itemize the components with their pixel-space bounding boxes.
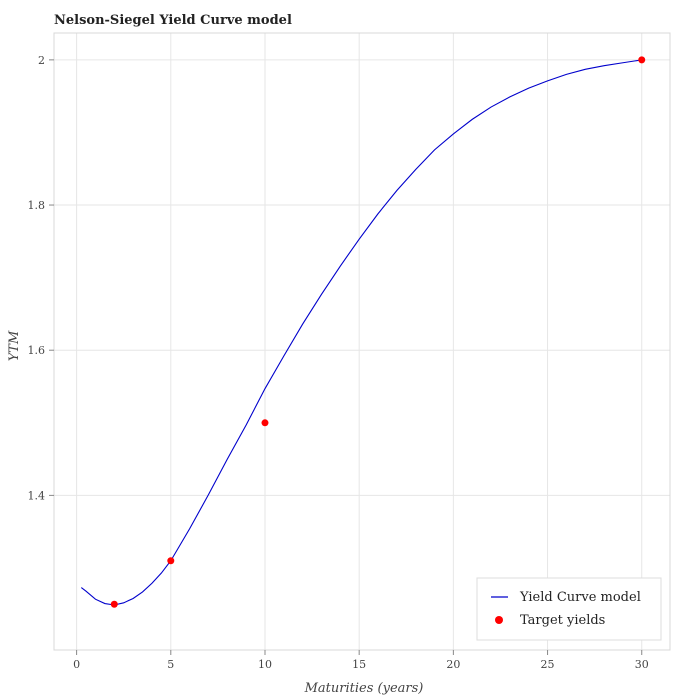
y-axis-label: YTM (7, 330, 22, 361)
chart-title: Nelson-Siegel Yield Curve model (54, 13, 292, 28)
y-tick-label: 1.8 (28, 199, 46, 212)
x-tick-label: 30 (635, 658, 649, 671)
x-tick-label: 15 (352, 658, 366, 671)
legend-marker-swatch (495, 616, 503, 624)
x-axis-label: Maturities (years) (304, 681, 424, 696)
x-tick-label: 5 (167, 658, 174, 671)
target-yield-point (638, 56, 646, 64)
y-tick-label: 2 (38, 54, 45, 67)
target-yield-point (261, 419, 269, 427)
series-layer (80, 56, 646, 608)
y-tick-label: 1.6 (28, 344, 46, 357)
legend-label-yield-curve: Yield Curve model (519, 590, 641, 605)
target-yield-point (167, 557, 175, 565)
x-tick-label: 0 (73, 658, 80, 671)
grid (54, 33, 670, 650)
legend-label-target-yields: Target yields (520, 613, 605, 628)
y-tick-label: 1.4 (28, 489, 46, 502)
target-yield-point (110, 600, 118, 608)
legend: Yield Curve model Target yields (476, 577, 662, 641)
x-tick-label: 25 (541, 658, 555, 671)
x-tick-label: 20 (446, 658, 460, 671)
yield-curve-line (80, 59, 642, 606)
x-tick-label: 10 (258, 658, 272, 671)
legend-box (476, 577, 662, 641)
plot-area (53, 32, 671, 651)
ticks: 0 5 10 15 20 25 30 1.4 1.6 1.8 2 (28, 54, 649, 671)
